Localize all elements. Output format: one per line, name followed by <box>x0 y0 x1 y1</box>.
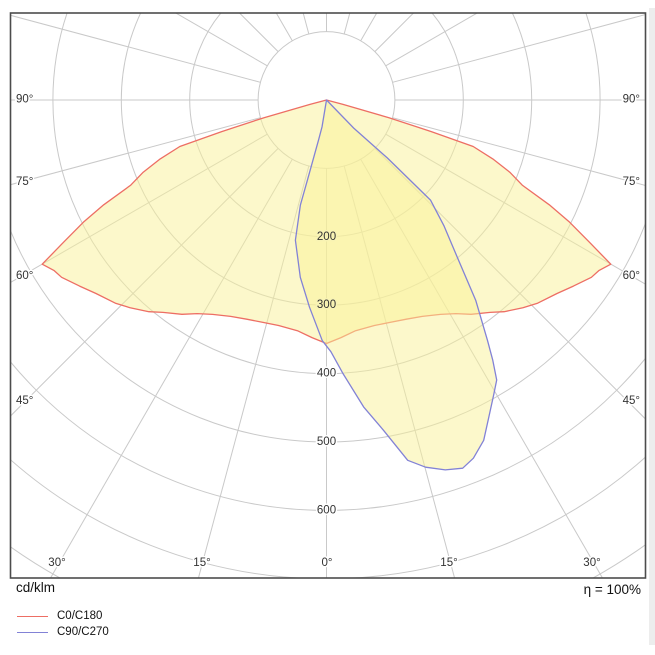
legend-label-c0-c180: C0/C180 <box>57 610 103 622</box>
plot-border <box>9 12 647 579</box>
grid-spoke <box>392 14 646 83</box>
c90-c270-line-swatch <box>17 631 48 633</box>
efficiency-label: η = 100% <box>583 582 641 597</box>
angle-label: 15° <box>440 557 457 569</box>
unit-label: cd/klm <box>16 580 56 595</box>
legend: C0/C180 C90/C270 <box>17 608 109 640</box>
legend-label-c90-c270: C90/C270 <box>57 626 109 638</box>
radial-tick-label: 300 <box>317 299 336 311</box>
angle-label: 60° <box>16 270 33 282</box>
angle-label: 45° <box>16 395 33 407</box>
angle-label: 15° <box>193 557 210 569</box>
angle-label: 75° <box>623 176 640 188</box>
window-edge <box>649 8 655 645</box>
angle-label: 45° <box>623 395 640 407</box>
grid-spoke <box>174 13 268 67</box>
angle-label: 60° <box>623 270 640 282</box>
grid-spoke <box>385 13 479 67</box>
c0-c180-line-swatch <box>17 615 48 617</box>
radial-tick-label: 400 <box>317 368 336 380</box>
radial-tick-label: 600 <box>317 504 336 516</box>
angle-label: 90° <box>623 94 640 106</box>
angle-label: 30° <box>48 557 65 569</box>
grid-spoke <box>10 14 261 83</box>
radial-tick-label: 500 <box>317 436 336 448</box>
grid-spoke <box>392 117 646 186</box>
grid-spoke <box>10 117 261 186</box>
angle-label: 30° <box>583 557 600 569</box>
angle-label: 0° <box>322 557 333 569</box>
angle-label: 90° <box>16 94 33 106</box>
legend-item-c90-c270: C90/C270 <box>17 624 109 640</box>
legend-item-c0-c180: C0/C180 <box>17 608 109 624</box>
angle-label: 75° <box>16 176 33 188</box>
radial-tick-label: 200 <box>317 231 336 243</box>
curve-c90-c270 <box>294 99 498 471</box>
